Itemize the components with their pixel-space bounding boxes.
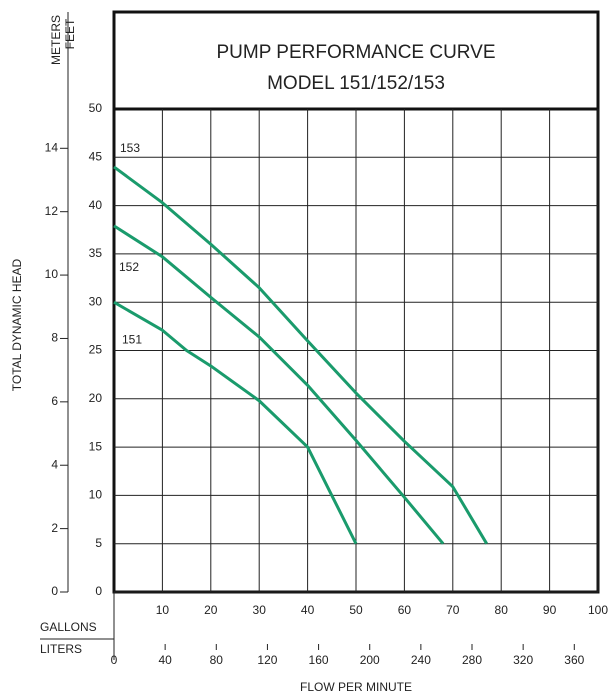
- x2-tick-label: 320: [513, 653, 533, 667]
- x-tick-label: 20: [204, 603, 218, 617]
- curve-label: 152: [119, 260, 139, 274]
- y-tick-label: 25: [89, 343, 103, 357]
- x-axis-title: FLOW PER MINUTE: [300, 680, 412, 694]
- x-tick-label: 100: [588, 603, 608, 617]
- curve: [113, 165, 488, 545]
- x-tick-label: 10: [156, 603, 170, 617]
- y2-tick-label: 2: [51, 521, 58, 535]
- x2-tick-label: 280: [462, 653, 482, 667]
- y-tick-label: 40: [89, 198, 103, 212]
- y2-tick-label: 0: [51, 584, 58, 598]
- x2-tick-label: 0: [111, 653, 118, 667]
- x-tick-label: 60: [398, 603, 412, 617]
- x-tick-label: 30: [253, 603, 267, 617]
- y-unit: FEET: [63, 18, 77, 49]
- y-tick-label: 10: [89, 488, 103, 502]
- y-tick-label: 45: [89, 149, 103, 163]
- x2-unit: LITERS: [40, 642, 82, 656]
- x2-tick-label: 40: [158, 653, 172, 667]
- curve-label: 153: [120, 141, 140, 155]
- x2-tick-label: 80: [210, 653, 224, 667]
- y2-tick-label: 8: [51, 331, 58, 345]
- y-tick-label: 35: [89, 246, 103, 260]
- x2-tick-label: 240: [411, 653, 431, 667]
- y2-unit: METERS: [49, 15, 63, 65]
- x2-tick-label: 120: [257, 653, 277, 667]
- y-tick-label: 20: [89, 391, 103, 405]
- x2-tick-label: 160: [309, 653, 329, 667]
- x-tick-label: 40: [301, 603, 315, 617]
- x-tick-label: 90: [543, 603, 557, 617]
- chart-subtitle: MODEL 151/152/153: [267, 73, 445, 94]
- y-axis-title: TOTAL DYNAMIC HEAD: [10, 258, 24, 391]
- curve: [113, 300, 358, 545]
- y-tick-label: 50: [89, 101, 103, 115]
- y-tick-label: 5: [95, 536, 102, 550]
- y-tick-label: 0: [95, 584, 102, 598]
- y2-tick-label: 6: [51, 394, 58, 408]
- x-tick-label: 50: [349, 603, 363, 617]
- x-tick-label: 80: [495, 603, 509, 617]
- y2-tick-label: 12: [45, 204, 59, 218]
- x2-tick-label: 360: [564, 653, 584, 667]
- y2-tick-label: 4: [51, 457, 58, 471]
- y2-tick-label: 10: [45, 267, 59, 281]
- x-unit: GALLONS: [40, 620, 97, 634]
- x-tick-label: 70: [446, 603, 460, 617]
- y2-tick-label: 14: [45, 140, 59, 154]
- x2-tick-label: 200: [360, 653, 380, 667]
- y-tick-label: 30: [89, 294, 103, 308]
- curve: [113, 224, 445, 545]
- chart-title: PUMP PERFORMANCE CURVE: [216, 42, 495, 63]
- curve-label: 151: [122, 332, 142, 346]
- y-tick-label: 15: [89, 439, 103, 453]
